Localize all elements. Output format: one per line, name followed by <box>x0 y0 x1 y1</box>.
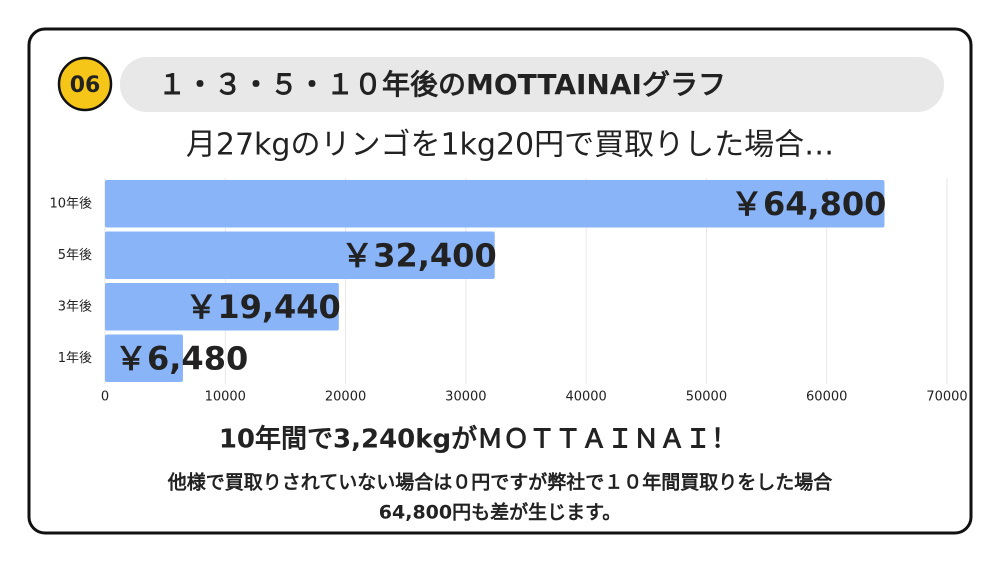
y-tick-label: 1年後 <box>58 351 92 366</box>
x-tick-label: 50000 <box>686 390 727 405</box>
x-tick-label: 30000 <box>445 390 486 405</box>
bar <box>105 283 339 331</box>
x-tick-label: 10000 <box>205 390 246 405</box>
bar <box>105 231 495 279</box>
footer-headline: 10年間で3,240kgがＭＯＴＴＡＩＮＡＩ！ <box>219 424 737 455</box>
plot: 0 10000 20000 30000 40000 50000 60000 70000 10年後… <box>49 178 968 405</box>
x-tick-label: 60000 <box>806 390 847 405</box>
y-tick-label: 3年後 <box>58 299 92 314</box>
badge <box>57 56 113 112</box>
bar <box>105 180 885 228</box>
x-tick-label: 20000 <box>325 390 366 405</box>
card <box>27 27 973 535</box>
footer-line: 他様で買取りされていない場合は０円ですが弊社で１０年間買取りをした場合 <box>167 471 833 494</box>
value-label: ￥64,800 <box>731 185 887 223</box>
header-pill <box>120 57 944 112</box>
header-title: １・３・５・１０年後のMOTTAINAIグラフ <box>158 68 726 101</box>
x-tick-label: 70000 <box>926 390 967 405</box>
value-label: ￥6,480 <box>115 339 248 377</box>
value-label: ￥19,440 <box>185 288 341 326</box>
y-tick-label: 5年後 <box>58 248 92 263</box>
footer-line: 64,800円も差が生じます。 <box>379 501 621 524</box>
y-tick-label: 10年後 <box>49 196 92 211</box>
x-tick-label: 0 <box>101 390 109 405</box>
value-label: ￥32,400 <box>341 236 497 274</box>
chart-title: 月27kgのリンゴを1kg20円で買取りした場合… <box>186 128 834 163</box>
badge-number: 06 <box>70 73 101 98</box>
x-tick-label: 40000 <box>565 390 606 405</box>
bar <box>105 334 183 382</box>
